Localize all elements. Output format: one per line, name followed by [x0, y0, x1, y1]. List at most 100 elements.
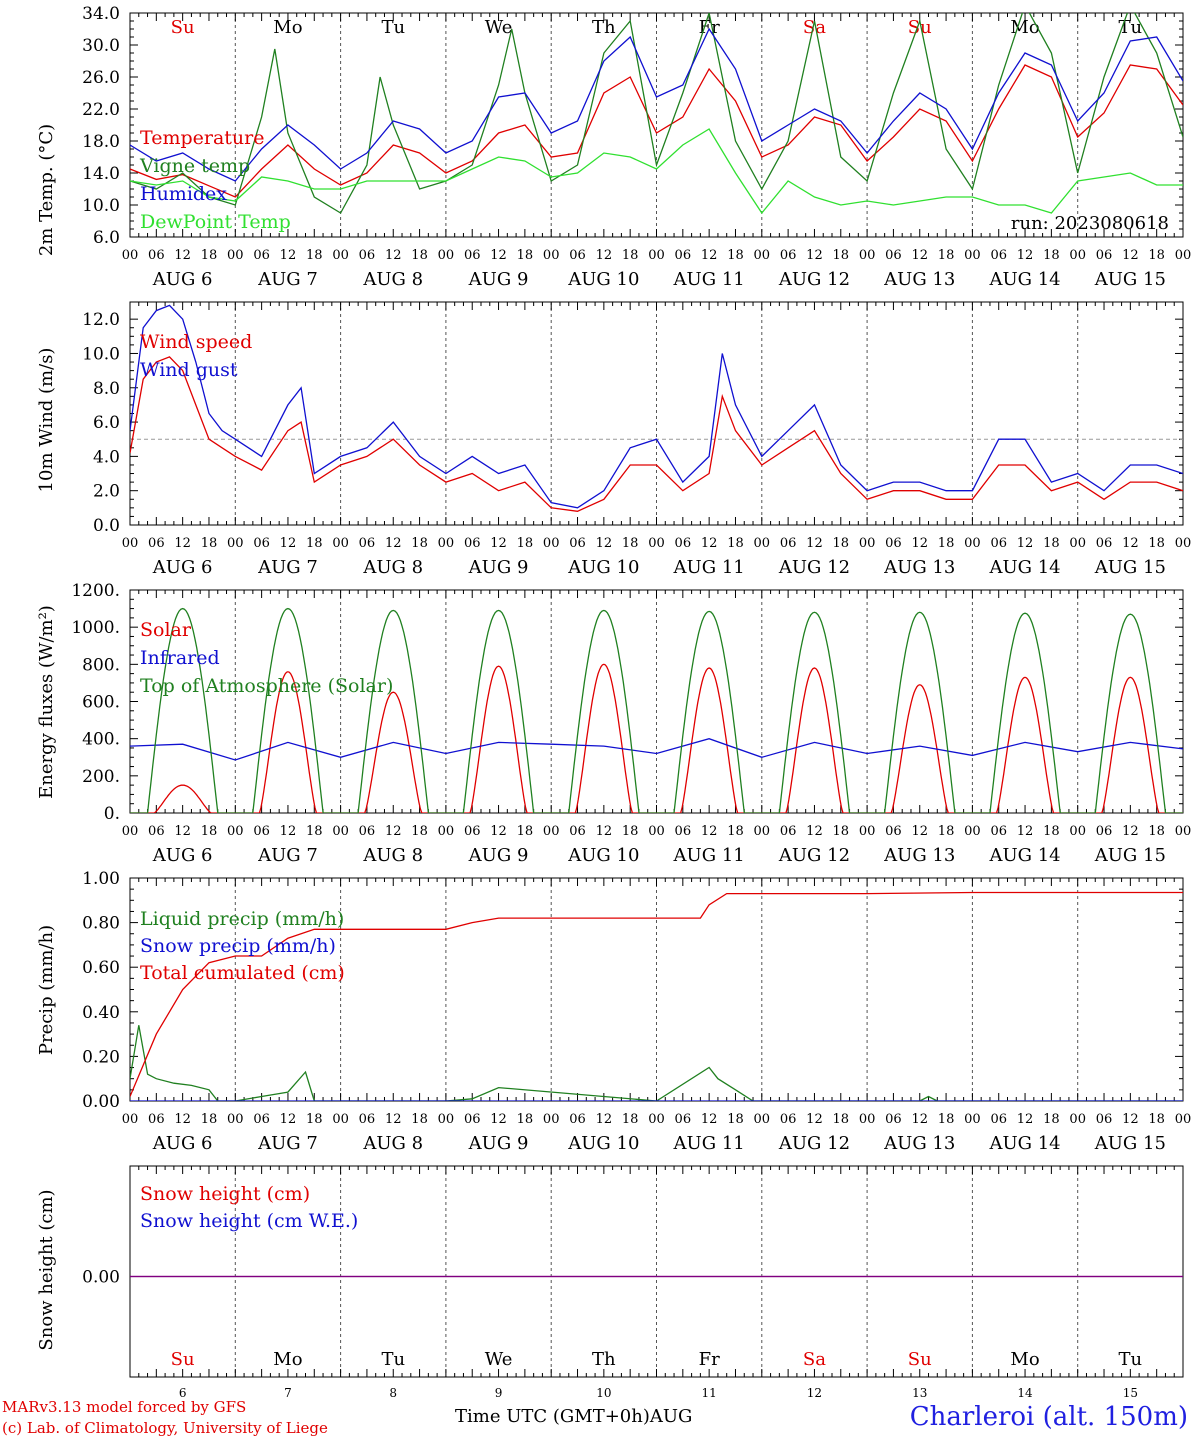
hour-tick-label: 00	[543, 1112, 560, 1127]
hour-tick-label: 06	[569, 1112, 586, 1127]
legend-vigne-temp: Vigne temp	[139, 155, 250, 177]
hour-tick-label: 12	[701, 1112, 718, 1127]
hour-tick-label: 00	[438, 536, 455, 551]
weekday-label: Su	[171, 17, 195, 38]
hour-tick-label: 06	[253, 824, 270, 839]
hour-tick-label: 18	[201, 1112, 218, 1127]
day-label: AUG 13	[883, 269, 955, 290]
day-label: AUG 7	[257, 845, 318, 866]
hour-tick-label: 12	[911, 1112, 928, 1127]
hour-tick-label: 06	[569, 536, 586, 551]
day-label: AUG 9	[468, 1133, 529, 1154]
hour-tick-label: 12	[701, 248, 718, 263]
hour-tick-label: 12	[490, 248, 507, 263]
weekday-label: Mo	[1010, 17, 1039, 38]
hour-tick-label: 18	[833, 824, 850, 839]
y-tick-label: 6.0	[93, 228, 120, 248]
day-label: AUG 14	[988, 1133, 1060, 1154]
day-label: AUG 11	[673, 557, 745, 578]
legend-solar: Solar	[140, 619, 192, 641]
hour-tick-label: 12	[490, 824, 507, 839]
weekday-label: Tu	[381, 17, 405, 38]
weekday-label: Tu	[381, 1349, 405, 1370]
hour-tick-label: 06	[569, 824, 586, 839]
weekday-label: Su	[171, 1349, 195, 1370]
hour-tick-label: 06	[675, 248, 692, 263]
hour-tick-label: 12	[911, 248, 928, 263]
y-tick-label: 0.0	[93, 516, 120, 536]
y-tick-label: 2.0	[93, 482, 120, 502]
hour-tick-label: 12	[596, 536, 613, 551]
day-label: AUG 6	[152, 845, 213, 866]
day-label: AUG 8	[362, 845, 423, 866]
y-tick-label: 14.0	[82, 164, 120, 184]
day-label: AUG 14	[988, 845, 1060, 866]
y-tick-label: 4.0	[93, 447, 120, 467]
legend-infrared: Infrared	[140, 647, 220, 669]
y-axis-label: Snow height (cm)	[36, 1189, 57, 1350]
hour-tick-label: 00	[859, 248, 876, 263]
hour-tick-label: 18	[622, 1112, 639, 1127]
hour-tick-label: 00	[964, 1112, 981, 1127]
y-tick-label: 1200.	[71, 581, 120, 601]
day-number-label: 11	[702, 1386, 717, 1400]
hour-tick-label: 12	[911, 536, 928, 551]
y-tick-label: 800.	[82, 655, 120, 675]
hour-tick-label: 18	[1043, 536, 1060, 551]
hour-tick-label: 00	[1069, 824, 1086, 839]
day-label: AUG 8	[362, 557, 423, 578]
hour-tick-label: 18	[622, 536, 639, 551]
y-tick-label: 0.60	[82, 958, 120, 978]
legend-wind-speed: Wind speed	[140, 331, 252, 353]
series-line-wind-speed	[130, 356, 1183, 512]
hour-tick-label: 18	[517, 1112, 534, 1127]
series-line-solar	[130, 663, 1183, 813]
hour-tick-label: 12	[1122, 248, 1139, 263]
hour-tick-label: 18	[201, 536, 218, 551]
hour-tick-label: 18	[201, 248, 218, 263]
legend-snow-height-cm-: Snow height (cm)	[140, 1183, 310, 1205]
weekday-label: Fr	[699, 1349, 720, 1370]
hour-tick-label: 12	[806, 1112, 823, 1127]
hour-tick-label: 06	[675, 824, 692, 839]
legend-liquid-precip-mm-h-: Liquid precip (mm/h)	[140, 908, 344, 930]
y-tick-label: 6.0	[93, 413, 120, 433]
y-tick-label: 400.	[82, 730, 120, 750]
hour-tick-label: 18	[622, 248, 639, 263]
hour-tick-label: 00	[754, 248, 771, 263]
hour-tick-label: 06	[780, 824, 797, 839]
y-axis-label: 2m Temp. (°C)	[36, 124, 57, 256]
hour-tick-label: 06	[359, 1112, 376, 1127]
panel-frame	[129, 589, 1184, 814]
hour-tick-label: 12	[806, 248, 823, 263]
hour-tick-label: 06	[569, 248, 586, 263]
hour-tick-label: 00	[122, 248, 139, 263]
hour-tick-label: 00	[332, 1112, 349, 1127]
hour-tick-label: 18	[306, 536, 323, 551]
hour-tick-label: 12	[385, 824, 402, 839]
day-label: AUG 12	[778, 269, 850, 290]
series-line-liquid-precip-mm-h-	[130, 1025, 1183, 1101]
series-line-temperature	[130, 64, 1183, 198]
y-tick-label: 26.0	[82, 68, 120, 88]
hour-tick-label: 12	[174, 1112, 191, 1127]
hour-tick-label: 00	[648, 536, 665, 551]
legend-snow-precip-mm-h-: Snow precip (mm/h)	[140, 935, 336, 957]
hour-tick-label: 00	[122, 536, 139, 551]
hour-tick-label: 00	[859, 536, 876, 551]
day-label: AUG 12	[778, 1133, 850, 1154]
hour-tick-label: 18	[1148, 1112, 1165, 1127]
hour-tick-label: 06	[1096, 248, 1113, 263]
plot-area	[130, 607, 1183, 813]
series-line-infrared	[130, 738, 1183, 761]
hour-tick-label: 06	[148, 824, 165, 839]
hour-tick-label: 06	[1096, 824, 1113, 839]
hour-tick-label: 00	[1175, 248, 1192, 263]
weekday-label: Sa	[803, 17, 826, 38]
day-label: AUG 13	[883, 557, 955, 578]
hour-tick-label: 06	[990, 248, 1007, 263]
legend-wind-gust: Wind gust	[140, 359, 238, 381]
weekday-label: Mo	[273, 17, 302, 38]
day-number-label: 7	[284, 1386, 292, 1400]
hour-tick-label: 00	[964, 536, 981, 551]
